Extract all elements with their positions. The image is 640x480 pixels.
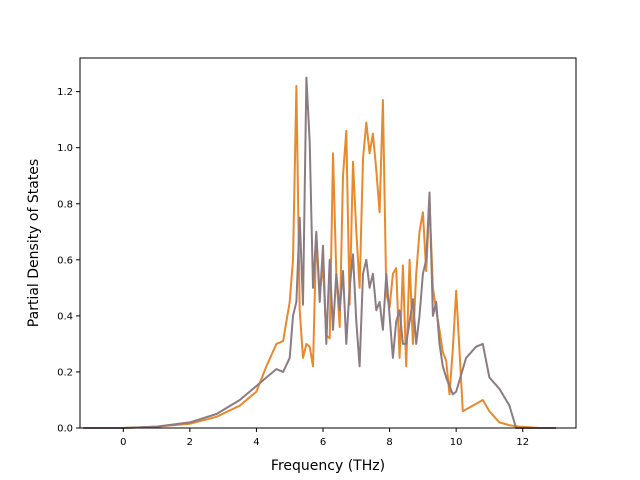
series-line-1	[83, 85, 556, 429]
x-tick-label: 2	[187, 437, 193, 448]
y-tick-label: 1.0	[57, 143, 73, 154]
y-tick-label: 0.0	[57, 424, 73, 435]
x-axis-ticks: 0 2 4 6 8 10 12	[120, 428, 529, 448]
y-axis-ticks: 0.0 0.2 0.4 0.6 0.8 1.0 1.2	[57, 87, 80, 435]
series-line-2	[83, 76, 556, 429]
x-tick-label: 6	[320, 437, 326, 448]
x-tick-label: 0	[120, 437, 126, 448]
x-axis-label: Frequency (THz)	[271, 458, 385, 474]
y-tick-label: 0.8	[57, 199, 73, 210]
x-tick-label: 4	[253, 437, 259, 448]
x-tick-label: 12	[516, 437, 529, 448]
x-tick-label: 8	[386, 437, 392, 448]
y-tick-label: 1.2	[57, 87, 73, 98]
x-tick-label: 10	[450, 437, 463, 448]
y-axis-label: Partial Density of States	[26, 159, 42, 327]
y-tick-label: 0.4	[57, 311, 73, 322]
y-tick-label: 0.2	[57, 367, 73, 378]
series-lines	[83, 76, 556, 429]
y-tick-label: 0.6	[57, 255, 73, 266]
plot-area-frame	[79, 57, 577, 429]
